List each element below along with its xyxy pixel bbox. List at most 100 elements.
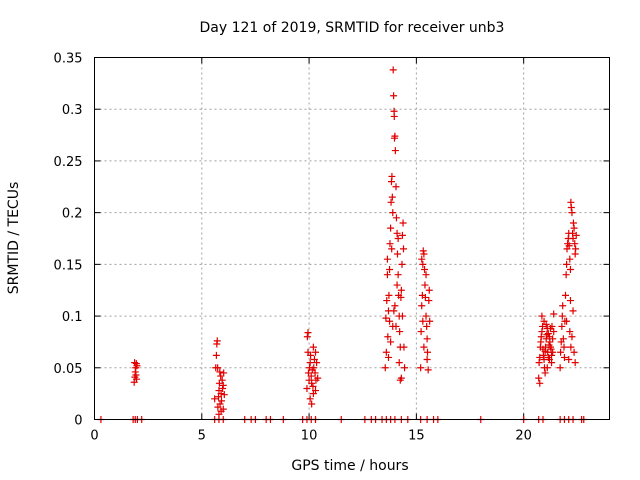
- x-axis-label: GPS time / hours: [291, 458, 408, 474]
- data-point: [397, 293, 405, 301]
- data-point: [384, 333, 392, 341]
- data-point: [571, 359, 579, 367]
- data-point: [309, 382, 317, 390]
- data-point: [383, 255, 391, 263]
- data-point: [560, 353, 568, 361]
- data-point: [390, 112, 398, 120]
- data-point: [425, 297, 433, 305]
- data-point: [220, 391, 228, 399]
- y-tick-label: 0.2: [62, 207, 83, 222]
- data-point: [539, 351, 547, 359]
- data-point: [394, 271, 402, 279]
- data-point: [386, 240, 394, 248]
- data-point: [219, 381, 227, 389]
- data-point: [424, 366, 432, 374]
- x-tick-label: 0: [90, 429, 98, 444]
- data-point: [550, 310, 558, 318]
- data-point: [395, 359, 403, 367]
- data-point: [566, 297, 574, 305]
- data-point: [559, 302, 567, 310]
- data-point: [539, 322, 547, 330]
- data-point: [131, 359, 139, 367]
- data-point: [543, 364, 551, 372]
- data-point: [391, 302, 399, 310]
- data-point: [306, 395, 314, 403]
- data-point: [541, 347, 549, 355]
- data-point: [381, 364, 389, 372]
- data-point: [536, 379, 544, 387]
- data-point: [423, 356, 431, 364]
- data-point: [216, 400, 224, 408]
- data-point: [562, 271, 570, 279]
- data-point: [215, 410, 223, 418]
- data-point: [387, 224, 395, 232]
- data-point: [541, 369, 549, 377]
- data-point: [386, 317, 394, 325]
- data-points: [97, 66, 588, 423]
- data-point: [426, 317, 434, 325]
- data-point: [314, 374, 322, 382]
- data-point: [304, 348, 312, 356]
- data-point: [570, 224, 578, 232]
- data-point: [308, 400, 316, 408]
- data-point: [389, 66, 397, 74]
- y-tick-label: 0.15: [54, 258, 83, 273]
- data-point: [548, 351, 556, 359]
- data-point: [421, 266, 429, 274]
- data-point: [545, 356, 553, 364]
- data-point: [217, 390, 225, 398]
- data-point: [419, 247, 427, 255]
- data-point: [391, 132, 399, 140]
- data-point: [556, 364, 564, 372]
- data-point: [421, 293, 429, 301]
- data-point: [385, 291, 393, 299]
- x-tick-label: 15: [408, 429, 425, 444]
- chart-title: Day 121 of 2019, SRMTID for receiver unb…: [200, 20, 505, 36]
- data-point: [565, 242, 573, 250]
- data-point: [308, 379, 316, 387]
- data-point: [535, 374, 543, 382]
- data-point: [386, 266, 394, 274]
- data-point: [562, 291, 570, 299]
- data-point: [392, 322, 400, 330]
- data-point: [382, 348, 390, 356]
- data-point: [423, 322, 431, 330]
- data-point: [566, 266, 574, 274]
- data-point: [565, 356, 573, 364]
- data-point: [400, 245, 407, 253]
- data-point: [390, 92, 398, 100]
- data-point: [567, 343, 575, 351]
- data-point: [133, 375, 141, 383]
- data-point: [560, 343, 568, 351]
- data-point: [569, 235, 577, 242]
- data-point: [420, 250, 428, 258]
- data-point: [417, 364, 425, 372]
- data-point: [568, 209, 576, 217]
- data-point: [398, 312, 406, 320]
- data-point: [566, 255, 574, 263]
- data-point: [217, 372, 225, 380]
- data-point: [401, 364, 409, 372]
- data-point: [387, 198, 395, 206]
- data-point: [423, 335, 431, 343]
- data-point: [544, 330, 552, 338]
- data-point: [303, 333, 311, 341]
- data-point: [388, 193, 396, 201]
- data-point: [567, 203, 575, 211]
- data-point: [383, 297, 391, 305]
- data-point: [307, 372, 315, 380]
- data-point: [393, 229, 401, 237]
- data-point: [310, 364, 318, 372]
- y-tick-label: 0.3: [62, 103, 83, 118]
- data-point: [563, 260, 571, 268]
- data-point: [212, 351, 220, 359]
- data-point: [394, 235, 402, 242]
- x-tick-label: 10: [301, 429, 318, 444]
- data-point: [396, 328, 404, 336]
- data-point: [536, 353, 544, 361]
- data-point: [388, 245, 396, 253]
- data-point: [535, 359, 543, 367]
- data-point: [213, 337, 221, 345]
- data-point: [559, 335, 567, 343]
- data-point: [563, 317, 571, 325]
